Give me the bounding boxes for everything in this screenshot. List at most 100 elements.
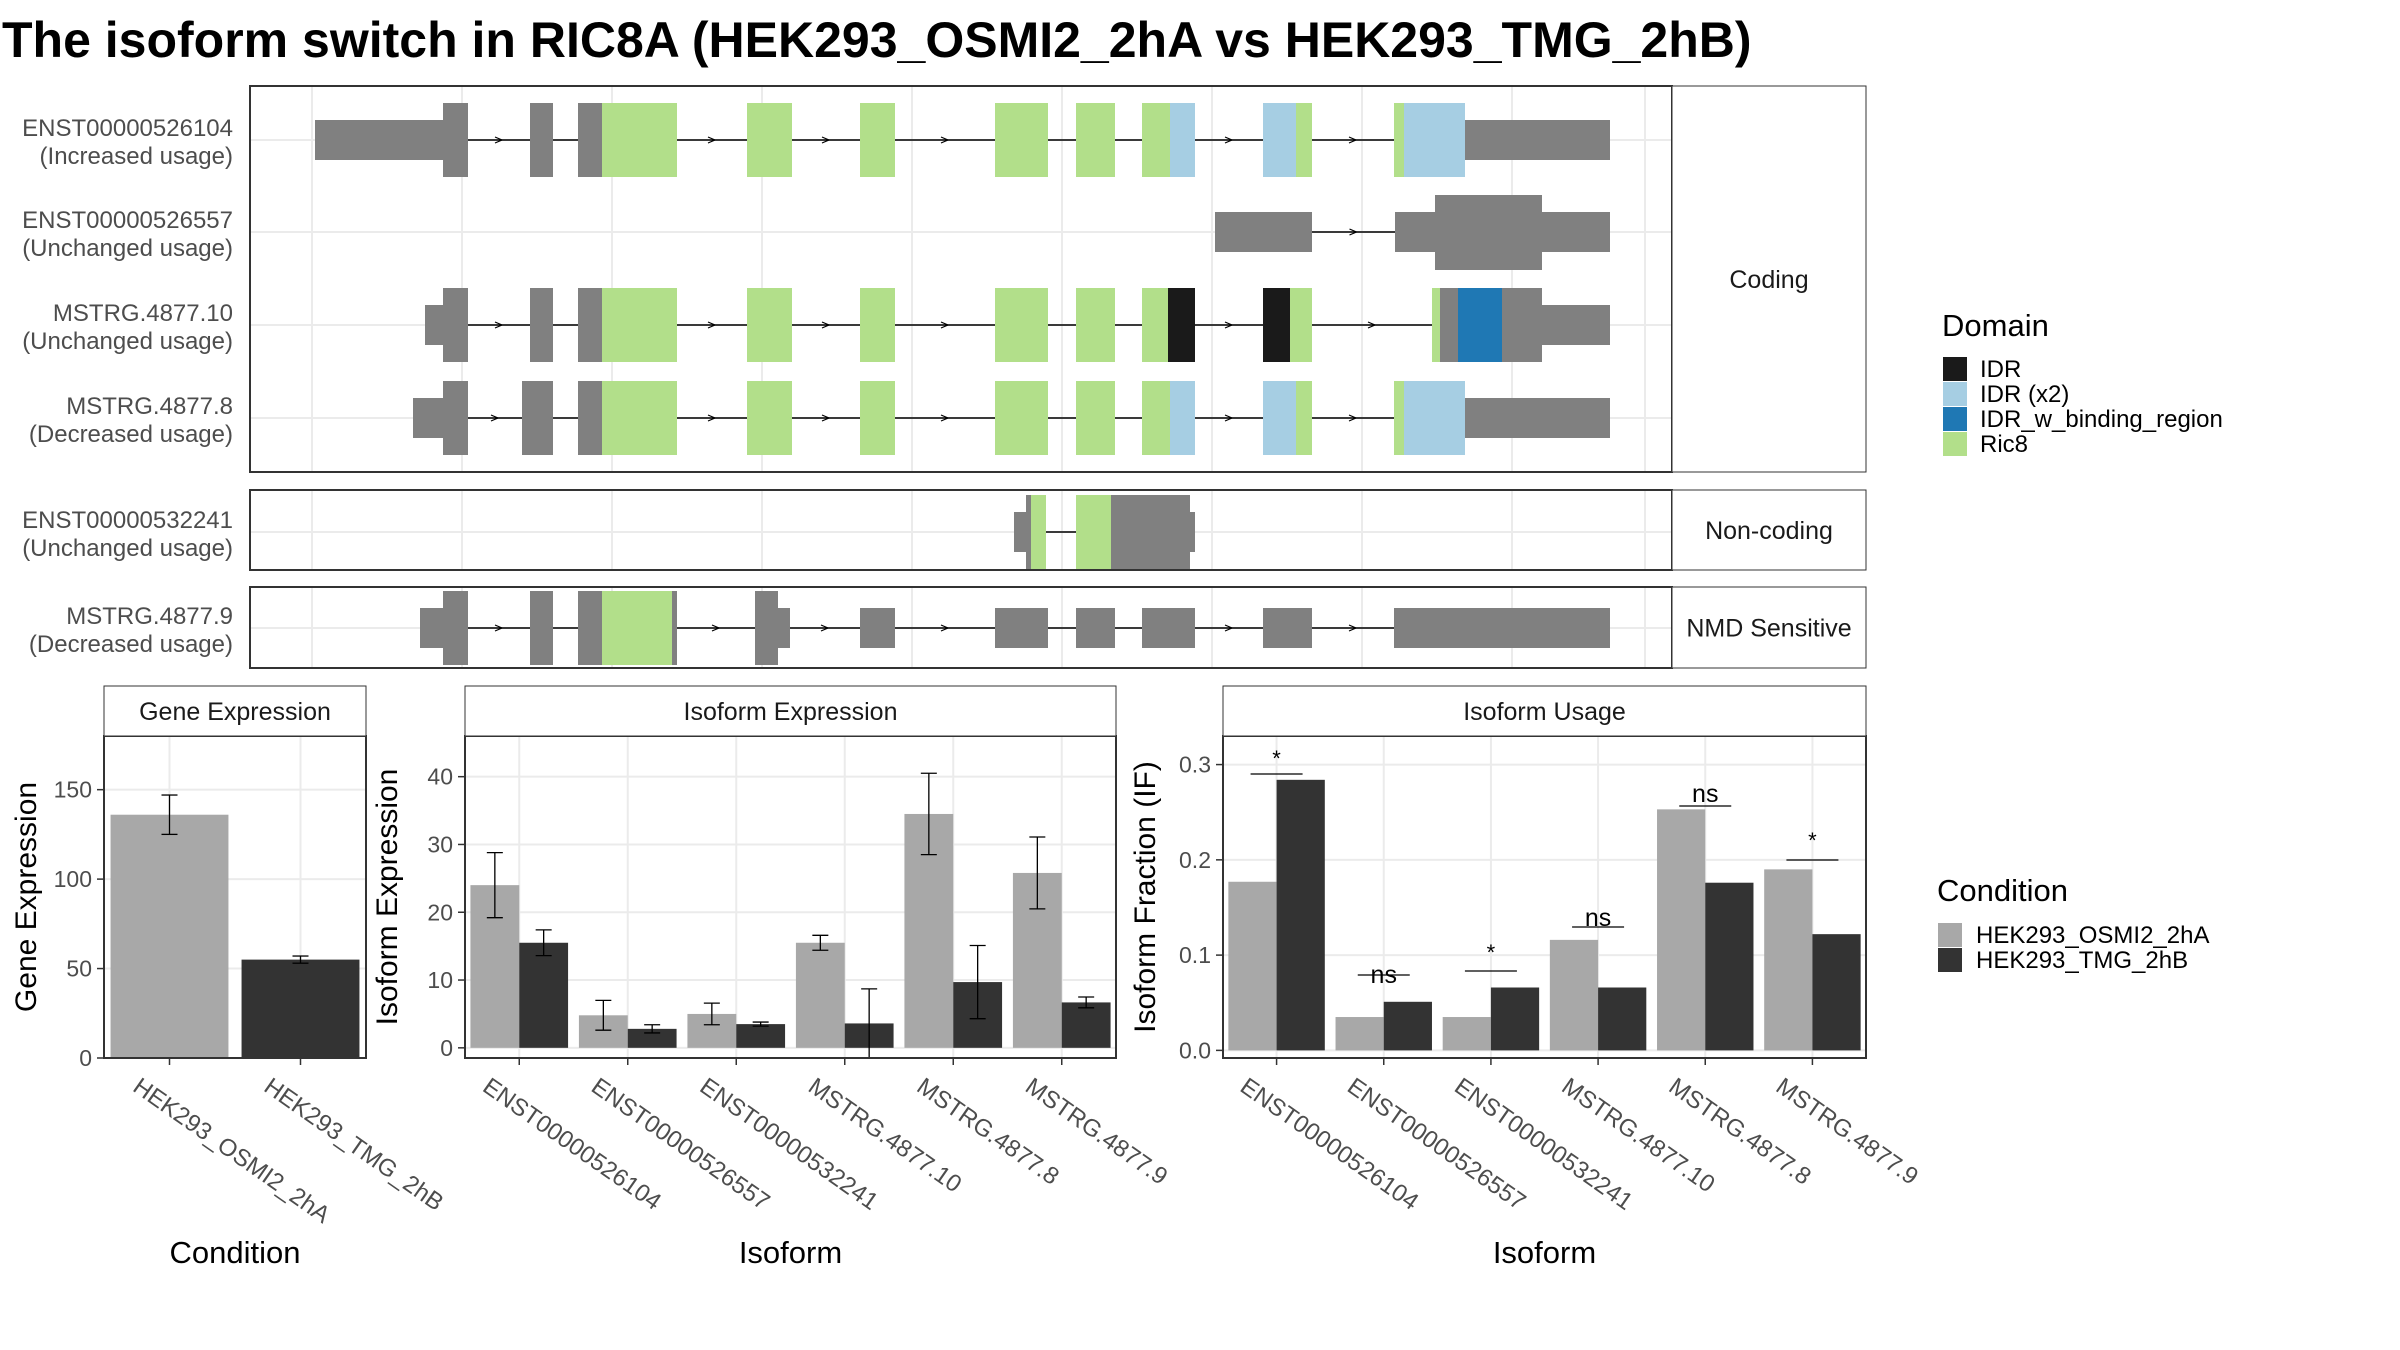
x-axis-label: Condition <box>170 1235 301 1270</box>
title-strip <box>464 685 1117 737</box>
bar <box>110 814 229 1058</box>
exon-block <box>1014 512 1026 552</box>
bar <box>627 1028 677 1048</box>
significance-label: ns <box>1692 780 1718 808</box>
legend-label: IDR (x2) <box>1980 381 2069 408</box>
transcript-name: ENST00000526104 <box>22 115 233 142</box>
strand-arrow <box>494 321 504 329</box>
bar <box>1228 881 1277 1051</box>
x-tick-label: ENST00000532241 <box>1449 1073 1637 1216</box>
x-tick-label: ENST00000532241 <box>695 1073 883 1216</box>
exon-block <box>1263 608 1312 648</box>
exon-block <box>778 608 790 648</box>
y-tick-label: 50 <box>66 956 92 982</box>
domain-block <box>602 103 677 177</box>
strand-arrow <box>1224 136 1234 144</box>
strand-arrow <box>707 136 717 144</box>
domain-block <box>1263 288 1290 362</box>
domain-block <box>1076 495 1111 569</box>
strand-arrow <box>1224 321 1234 329</box>
y-tick-label: 40 <box>427 764 453 790</box>
domain-block <box>602 288 677 362</box>
legend-swatch <box>1938 948 1962 972</box>
domain-block <box>1170 103 1195 177</box>
domain-block <box>602 591 672 665</box>
domain-block <box>1404 381 1465 455</box>
x-tick-label: ENST00000526104 <box>478 1073 666 1216</box>
significance-label: * <box>1272 746 1281 771</box>
exon-block <box>315 120 447 160</box>
y-tick-label: 150 <box>54 777 92 803</box>
bar <box>1812 934 1861 1051</box>
chart-title: Isoform Expression <box>684 698 898 726</box>
domain-block <box>1290 288 1312 362</box>
domain-block <box>1296 103 1312 177</box>
bar <box>1061 1002 1111 1048</box>
exon-block <box>1542 305 1610 345</box>
title-strip <box>1222 685 1867 737</box>
significance-label: * <box>1487 940 1496 965</box>
bar <box>1657 809 1706 1051</box>
strand-arrow <box>821 414 831 422</box>
exon-block <box>1076 608 1115 648</box>
domain-block <box>860 381 895 455</box>
exon-block <box>1465 398 1610 438</box>
transcript-usage: (Unchanged usage) <box>22 235 233 262</box>
transcript-usage: (Decreased usage) <box>29 631 233 658</box>
transcript-row <box>315 103 1610 177</box>
exon-block <box>530 591 553 665</box>
bar <box>1705 882 1754 1051</box>
strand-arrow <box>821 136 831 144</box>
domain-legend-title: Domain <box>1942 308 2049 343</box>
domain-block <box>602 381 677 455</box>
panel-strip-label: NMD Sensitive <box>1686 615 1851 643</box>
domain-block <box>1394 381 1404 455</box>
panel-strip <box>1671 489 1867 571</box>
domain-block <box>1263 381 1296 455</box>
bar <box>1764 869 1813 1051</box>
bar <box>1490 987 1540 1051</box>
y-axis-label: Isoform Fraction (IF) <box>1129 761 1162 1033</box>
exon-block <box>1394 608 1610 648</box>
bar <box>795 942 845 1048</box>
exon-block <box>1542 212 1610 252</box>
domain-block <box>1394 103 1404 177</box>
y-tick-label: 0 <box>440 1035 453 1061</box>
strand-arrow <box>494 136 504 144</box>
significance-label: ns <box>1585 904 1611 932</box>
strand-arrow <box>820 624 830 632</box>
bar <box>1276 779 1325 1051</box>
transcript-usage: (Unchanged usage) <box>22 535 233 562</box>
domain-block <box>1263 103 1296 177</box>
legend-item: IDR_w_binding_region <box>1943 406 2223 433</box>
strand-arrow <box>707 414 717 422</box>
transcript-name: ENST00000532241 <box>22 507 233 534</box>
bar <box>1383 1001 1432 1051</box>
exon-block <box>413 398 447 438</box>
legend-label: HEK293_OSMI2_2hA <box>1976 922 2209 949</box>
domain-block <box>1142 103 1170 177</box>
strand-arrow <box>494 624 504 632</box>
transcript-name: ENST00000526557 <box>22 207 233 234</box>
bar-chart: Isoform Expression 0 10 20 30 40 ENST000005261… <box>371 685 1172 1270</box>
bar <box>1598 987 1647 1051</box>
exon-block <box>1142 608 1195 648</box>
legend-swatch <box>1943 432 1967 456</box>
y-tick-label: 0.2 <box>1179 847 1211 873</box>
domain-block <box>747 103 792 177</box>
y-tick-label: 10 <box>427 967 453 993</box>
panel-strip <box>1671 85 1867 473</box>
legend-swatch <box>1943 407 1967 431</box>
strand-arrow <box>490 414 500 422</box>
exon-block <box>443 288 468 362</box>
legend-item: IDR <box>1943 356 2021 383</box>
plot-background <box>465 736 1116 1058</box>
legend-label: HEK293_TMG_2hB <box>1976 947 2188 974</box>
strand-arrow <box>940 624 950 632</box>
exon-block <box>1395 212 1435 252</box>
y-tick-label: 30 <box>427 831 453 857</box>
domain-block <box>1142 381 1170 455</box>
bar <box>736 1024 786 1048</box>
